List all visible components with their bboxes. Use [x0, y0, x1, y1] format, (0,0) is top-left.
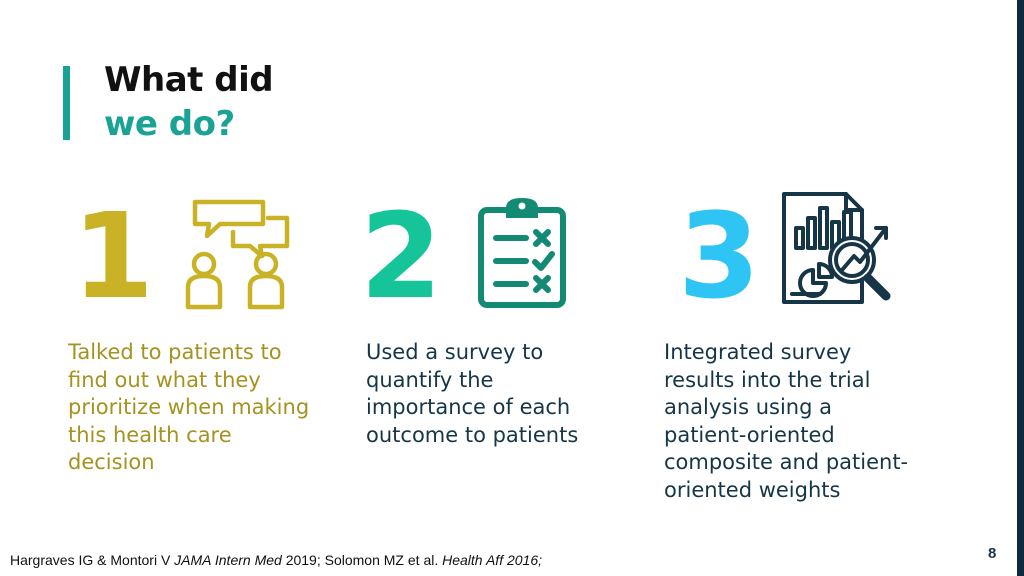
- citation-text-1: Hargraves IG & Montori V: [10, 552, 175, 568]
- step-1-line: Talked to patients to: [68, 340, 282, 364]
- step-2-number: 2: [360, 187, 443, 325]
- step-2-line: importance of each: [366, 395, 571, 419]
- title-line-1: What did: [104, 60, 274, 100]
- conversation-people-icon: [185, 199, 290, 310]
- right-edge-bar: [1017, 0, 1024, 576]
- title-accent-bar: [63, 66, 70, 140]
- clipboard-checklist-icon: [478, 198, 566, 308]
- citation-journal-2: Health Aff 2016;: [442, 552, 543, 568]
- page-number: 8: [988, 545, 997, 562]
- citation-journal-1: JAMA Intern Med: [174, 552, 282, 568]
- step-1-number: 1: [72, 187, 155, 325]
- step-3-line: oriented weights: [664, 477, 841, 502]
- citation-footer: Hargraves IG & Montori V JAMA Intern Med…: [10, 552, 542, 568]
- step-3-number: 3: [678, 187, 761, 325]
- step-1-description: Talked to patients to find out what they…: [68, 339, 338, 477]
- step-3-line: results into the trial: [664, 367, 871, 392]
- step-3-line: composite and patient-: [664, 450, 909, 474]
- step-3-line: analysis using a: [664, 395, 832, 419]
- report-analysis-magnifier-icon: [782, 192, 891, 304]
- step-2-description: Used a survey to quantify the importance…: [366, 339, 606, 449]
- step-2-line: Used a survey to: [366, 340, 544, 364]
- step-3-line: patient-oriented: [664, 422, 835, 447]
- step-3-description: Integrated survey results into the trial…: [664, 339, 934, 504]
- citation-text-2: 2019; Solomon MZ et al.: [281, 552, 443, 568]
- step-1-line: prioritize when making: [68, 395, 310, 419]
- step-1-line: decision: [68, 450, 155, 474]
- step-1-line: this health care: [68, 422, 232, 447]
- step-1-line: find out what they: [68, 367, 261, 392]
- step-2-line: quantify the: [366, 367, 494, 392]
- title-line-2: we do?: [104, 104, 235, 144]
- step-2-line: outcome to patients: [366, 422, 579, 447]
- step-3-line: Integrated survey: [664, 340, 852, 364]
